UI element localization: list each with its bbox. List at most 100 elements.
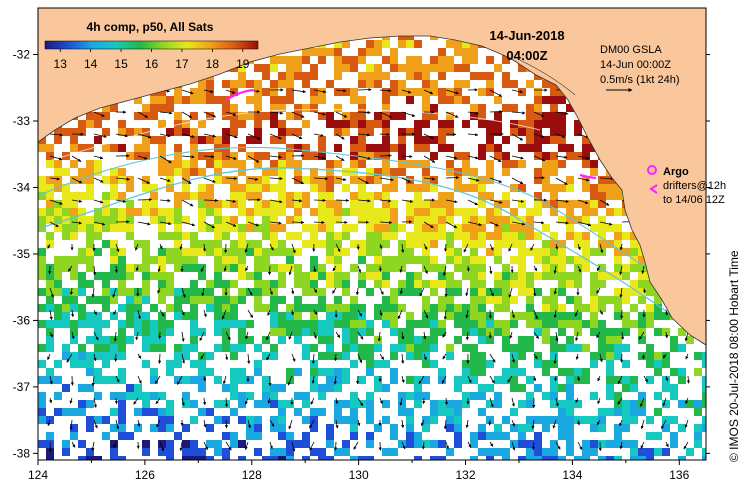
sst-pixel <box>518 352 526 360</box>
sst-pixel <box>214 200 222 208</box>
sst-pixel <box>54 288 62 296</box>
current-vectors <box>47 88 703 453</box>
sst-pixel <box>294 144 302 152</box>
velocity-arrow <box>49 199 63 205</box>
sst-pixel <box>566 272 574 280</box>
sst-pixel <box>254 304 262 312</box>
sst-pixel <box>86 416 94 424</box>
sst-pixel <box>334 248 342 256</box>
velocity-arrow <box>401 419 405 429</box>
sst-pixel <box>142 144 150 152</box>
sst-pixel <box>310 344 318 352</box>
velocity-arrow <box>113 331 117 342</box>
velocity-arrow <box>638 331 645 340</box>
sst-pixel <box>182 168 190 176</box>
velocity-arrow <box>203 198 219 203</box>
sst-pixel <box>70 208 78 216</box>
sst-pixel <box>278 128 286 136</box>
sst-pixel <box>262 304 270 312</box>
sst-pixel <box>318 48 326 56</box>
sst-pixel <box>534 440 542 448</box>
sst-pixel <box>174 376 182 384</box>
velocity-arrow <box>401 441 406 450</box>
sst-pixel <box>558 400 566 408</box>
sst-pixel <box>646 360 654 368</box>
sst-pixel <box>558 312 566 320</box>
sst-pixel <box>326 432 334 440</box>
sst-pixel <box>318 384 326 392</box>
velocity-arrow <box>511 111 526 115</box>
sst-pixel <box>294 160 302 168</box>
sst-pixel <box>374 304 382 312</box>
velocity-arrow <box>620 353 624 363</box>
sst-pixel <box>302 152 310 160</box>
velocity-arrow <box>156 419 161 428</box>
sst-pixel <box>254 160 262 168</box>
velocity-arrow <box>467 177 480 182</box>
sst-pixel <box>326 80 334 88</box>
sst-pixel <box>694 368 702 376</box>
sst-pixel <box>158 136 166 144</box>
sst-pixel <box>294 128 302 136</box>
sst-pixel <box>206 200 214 208</box>
sst-pixel <box>566 408 574 416</box>
sst-pixel <box>70 200 78 208</box>
velocity-arrow <box>137 375 142 384</box>
sst-pixel <box>542 336 550 344</box>
sst-pixel <box>470 296 478 304</box>
sst-pixel <box>334 64 342 72</box>
sst-pixel <box>238 248 246 256</box>
sst-pixel <box>294 296 302 304</box>
sst-pixel <box>454 376 462 384</box>
sst-pixel <box>158 408 166 416</box>
sst-pixel <box>510 352 518 360</box>
velocity-arrow <box>665 441 669 448</box>
sst-pixel <box>454 184 462 192</box>
velocity-arrow <box>181 111 193 118</box>
sst-pixel <box>422 112 430 120</box>
sst-pixel <box>254 184 262 192</box>
sst-pixel <box>622 344 630 352</box>
sst-pixel <box>438 216 446 224</box>
sst-pixel <box>614 248 622 256</box>
sst-pixel <box>462 80 470 88</box>
sst-pixel <box>150 216 158 224</box>
velocity-arrow <box>599 353 603 363</box>
sst-pixel <box>350 120 358 128</box>
sst-pixel <box>470 248 478 256</box>
sst-pixel <box>542 80 550 88</box>
sst-pixel <box>678 328 686 336</box>
sst-pixel <box>438 272 446 280</box>
sst-pixel <box>478 360 486 368</box>
sst-pixel <box>70 224 78 232</box>
sst-pixel <box>366 272 374 280</box>
velocity-arrow <box>203 441 208 451</box>
sst-pixel <box>470 72 478 80</box>
sst-pixel <box>502 288 510 296</box>
sst-pixel <box>302 80 310 88</box>
velocity-arrow <box>224 419 228 429</box>
sst-pixel <box>414 216 422 224</box>
velocity-arrow <box>335 331 341 338</box>
sst-pixel <box>142 328 150 336</box>
sst-pixel <box>270 208 278 216</box>
sst-pixel <box>78 144 86 152</box>
sst-pixel <box>150 192 158 200</box>
sst-pixel <box>214 160 222 168</box>
sst-pixel <box>558 120 566 128</box>
sst-pixel <box>430 400 438 408</box>
sst-pixel <box>518 432 526 440</box>
velocity-arrow <box>291 199 303 203</box>
sst-pixel <box>302 432 310 440</box>
velocity-arrow <box>444 397 449 406</box>
sst-pixel <box>550 448 558 456</box>
sst-pixel <box>206 224 214 232</box>
velocity-arrow <box>133 397 139 405</box>
sst-pixel <box>302 56 310 64</box>
sst-pixel <box>422 200 430 208</box>
sst-pixel <box>494 120 502 128</box>
sst-pixel <box>398 128 406 136</box>
sst-pixel <box>294 264 302 272</box>
sst-pixel <box>358 280 366 288</box>
sst-pixel <box>406 56 414 64</box>
